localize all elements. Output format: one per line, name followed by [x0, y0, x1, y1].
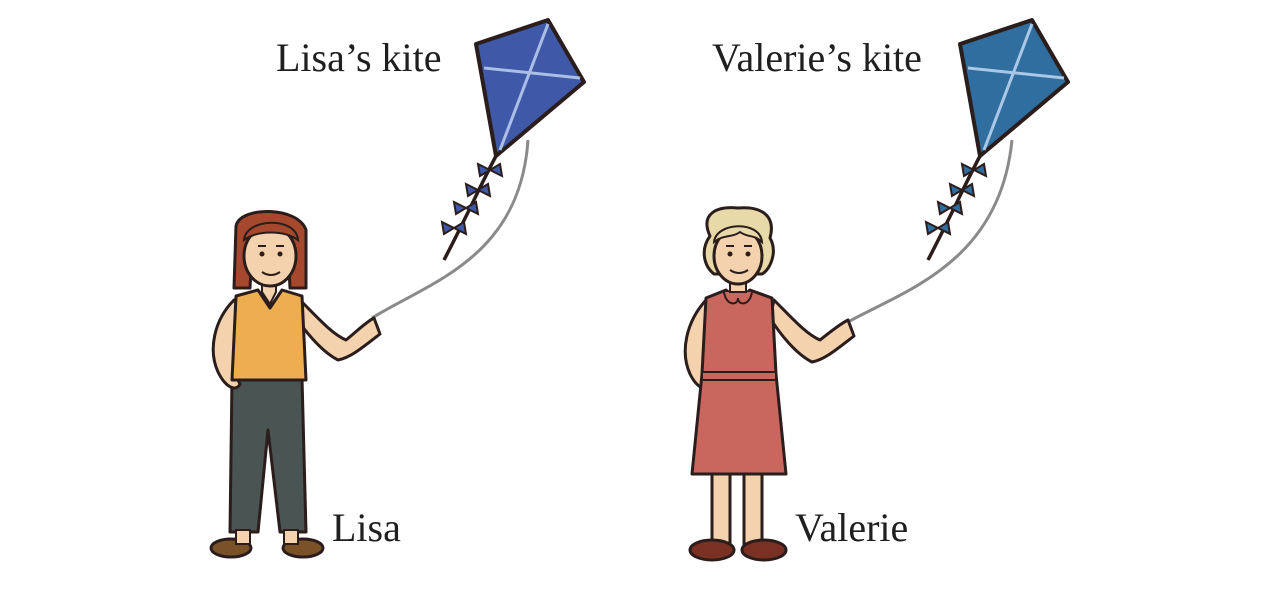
valerie-kite: [924, 18, 1070, 261]
valerie-figure: [683, 18, 1070, 562]
lisa-figure: [209, 18, 586, 559]
lisa-kite: [440, 18, 586, 261]
lisa-kite-string: [371, 139, 530, 320]
valerie-kite-string: [847, 139, 1014, 324]
lisa-name-label: Lisa: [332, 505, 401, 550]
lisa-kite-label: Lisa’s kite: [276, 35, 442, 80]
valerie-kite-label: Valerie’s kite: [712, 35, 922, 80]
valerie-name-label: Valerie: [795, 505, 909, 550]
